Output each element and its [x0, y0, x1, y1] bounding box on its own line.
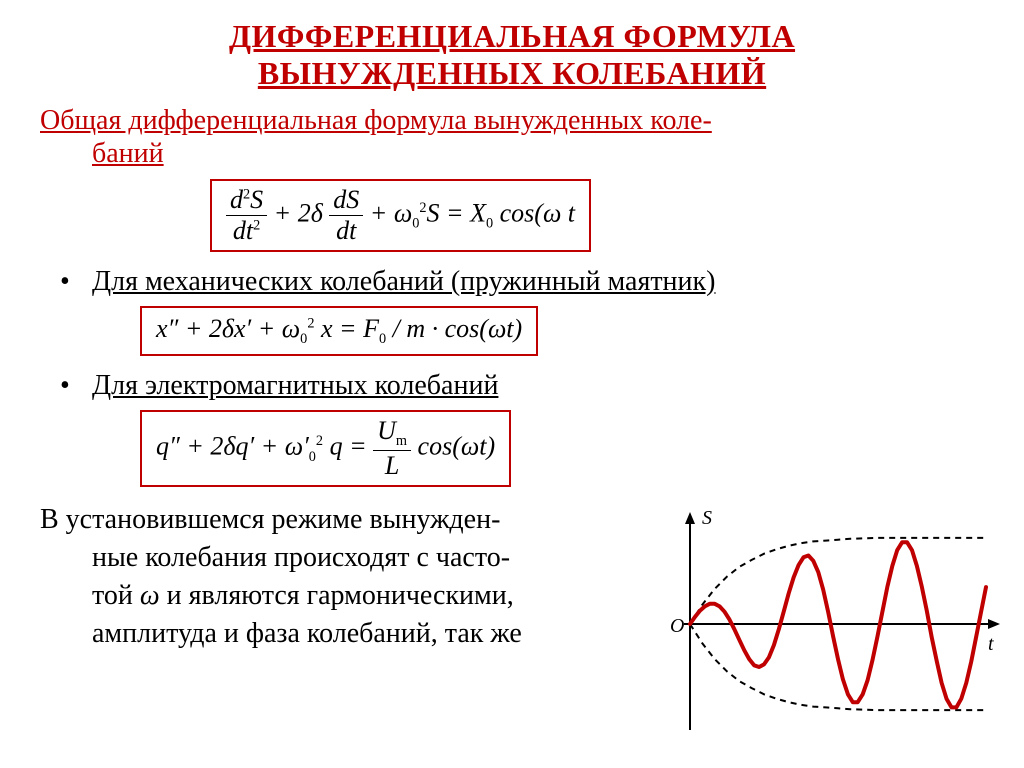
formula-electromagnetic: q″ + 2δq′ + ω′02 q = UmL cos(ωt)	[140, 410, 511, 487]
svg-text:t: t	[988, 633, 994, 655]
bullet-electromagnetic: Для электромагнитных колебаний	[40, 370, 984, 402]
bullet-mechanical: Для механических колебаний (пружинный ма…	[40, 266, 984, 298]
formula-general: d2Sdt2 + 2δ dSdt + ω02S = X0 cos(ω t	[210, 179, 591, 252]
subtitle-line1: Общая дифференциальная формула вынужденн…	[40, 104, 984, 138]
subtitle-line2: баний	[40, 137, 984, 171]
oscillation-chart: St O	[662, 508, 1002, 740]
title-line2: ВЫНУЖДЕННЫХ КОЛЕБАНИЙ	[258, 55, 766, 91]
title-line1: ДИФФЕРЕНЦИАЛЬНАЯ ФОРМУЛА	[229, 18, 795, 54]
formula-mechanical: x″ + 2δx′ + ω02 x = F0 / m · cos(ωt)	[140, 306, 538, 356]
bullet-mechanical-text: Для механических колебаний (пружинный ма…	[92, 266, 715, 297]
bullet-electromagnetic-text: Для электромагнитных колебаний	[92, 370, 498, 401]
slide-title: ДИФФЕРЕНЦИАЛЬНАЯ ФОРМУЛА ВЫНУЖДЕННЫХ КОЛ…	[40, 18, 984, 92]
svg-text:S: S	[702, 508, 712, 529]
subtitle: Общая дифференциальная формула вынужденн…	[40, 104, 984, 171]
chart-svg: St O	[662, 508, 1002, 740]
svg-text:O: O	[670, 615, 684, 637]
